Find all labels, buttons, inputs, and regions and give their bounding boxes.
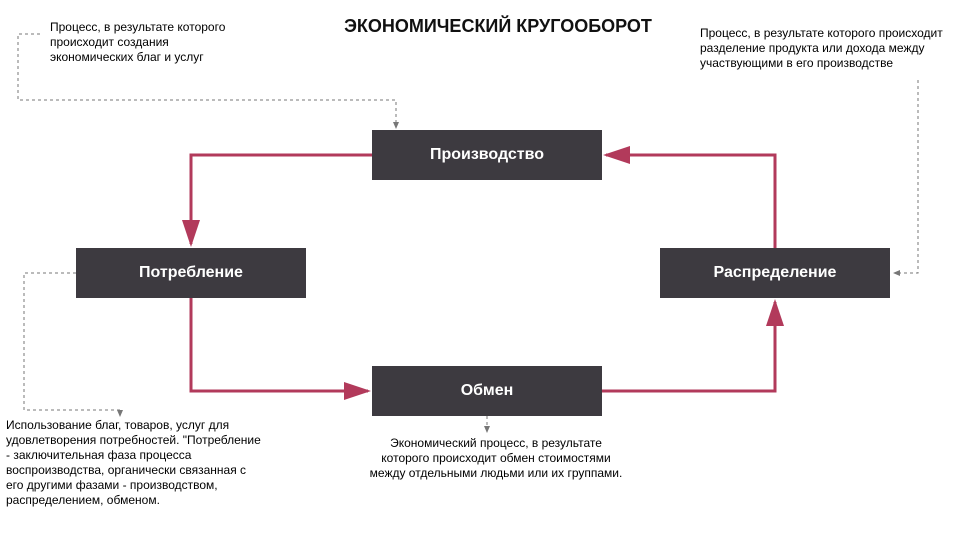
edge-cons-to-exch (191, 298, 368, 391)
node-production: Производство (372, 130, 602, 180)
diagram-title: ЭКОНОМИЧЕСКИЙ КРУГООБОРОТ (338, 16, 658, 37)
node-consumption: Потребление (76, 248, 306, 298)
node-exchange: Обмен (372, 366, 602, 416)
note-exchange: Экономический процесс, в результате кото… (366, 436, 626, 481)
node-distribution: Распределение (660, 248, 890, 298)
leader-dist (894, 80, 918, 273)
edge-dist-to-prod (606, 155, 775, 248)
edge-prod-to-cons (191, 155, 372, 244)
note-production: Процесс, в результате которого происходи… (50, 20, 250, 65)
edge-exch-to-dist (602, 302, 775, 391)
note-consumption: Использование благ, товаров, услуг для у… (6, 418, 264, 508)
diagram-canvas: ЭКОНОМИЧЕСКИЙ КРУГООБОРОТ Производство Р… (0, 0, 960, 540)
note-distribution: Процесс, в результате которого происходи… (700, 26, 950, 71)
